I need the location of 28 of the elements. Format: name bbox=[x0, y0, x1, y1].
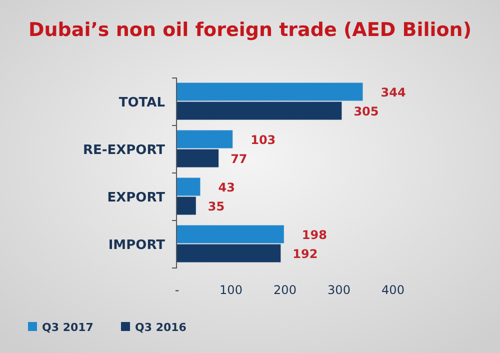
bar bbox=[177, 244, 281, 262]
legend-label: Q3 2016 bbox=[135, 321, 187, 334]
data-label: 198 bbox=[302, 228, 327, 242]
x-tick-label: 300 bbox=[328, 283, 350, 297]
data-label: 103 bbox=[250, 132, 276, 147]
y-tick-label: IMPORT bbox=[108, 238, 166, 253]
data-label: 77 bbox=[230, 152, 248, 166]
data-label: 305 bbox=[354, 104, 379, 118]
bar bbox=[177, 102, 342, 120]
x-tick-label: 400 bbox=[382, 283, 404, 297]
x-tick-label: 100 bbox=[220, 283, 242, 297]
bar bbox=[177, 130, 233, 148]
x-tick-label: 200 bbox=[274, 283, 296, 297]
data-label: 35 bbox=[208, 199, 225, 214]
data-label: 43 bbox=[218, 180, 235, 194]
bar bbox=[177, 149, 219, 168]
bar bbox=[177, 196, 196, 215]
y-tick-label: RE-EXPORT bbox=[82, 142, 166, 158]
x-tick-label: - bbox=[174, 283, 180, 297]
bar bbox=[177, 178, 200, 196]
data-label: 192 bbox=[292, 246, 318, 261]
chart-title: Dubai’s non oil foreign trade (AED Bilion) bbox=[28, 19, 472, 41]
legend-label: Q3 2017 bbox=[42, 321, 94, 334]
bar bbox=[177, 225, 284, 244]
y-tick-label: TOTAL bbox=[118, 95, 165, 110]
data-label: 344 bbox=[380, 85, 406, 100]
y-tick-label: EXPORT bbox=[107, 190, 166, 206]
bar bbox=[177, 82, 363, 101]
